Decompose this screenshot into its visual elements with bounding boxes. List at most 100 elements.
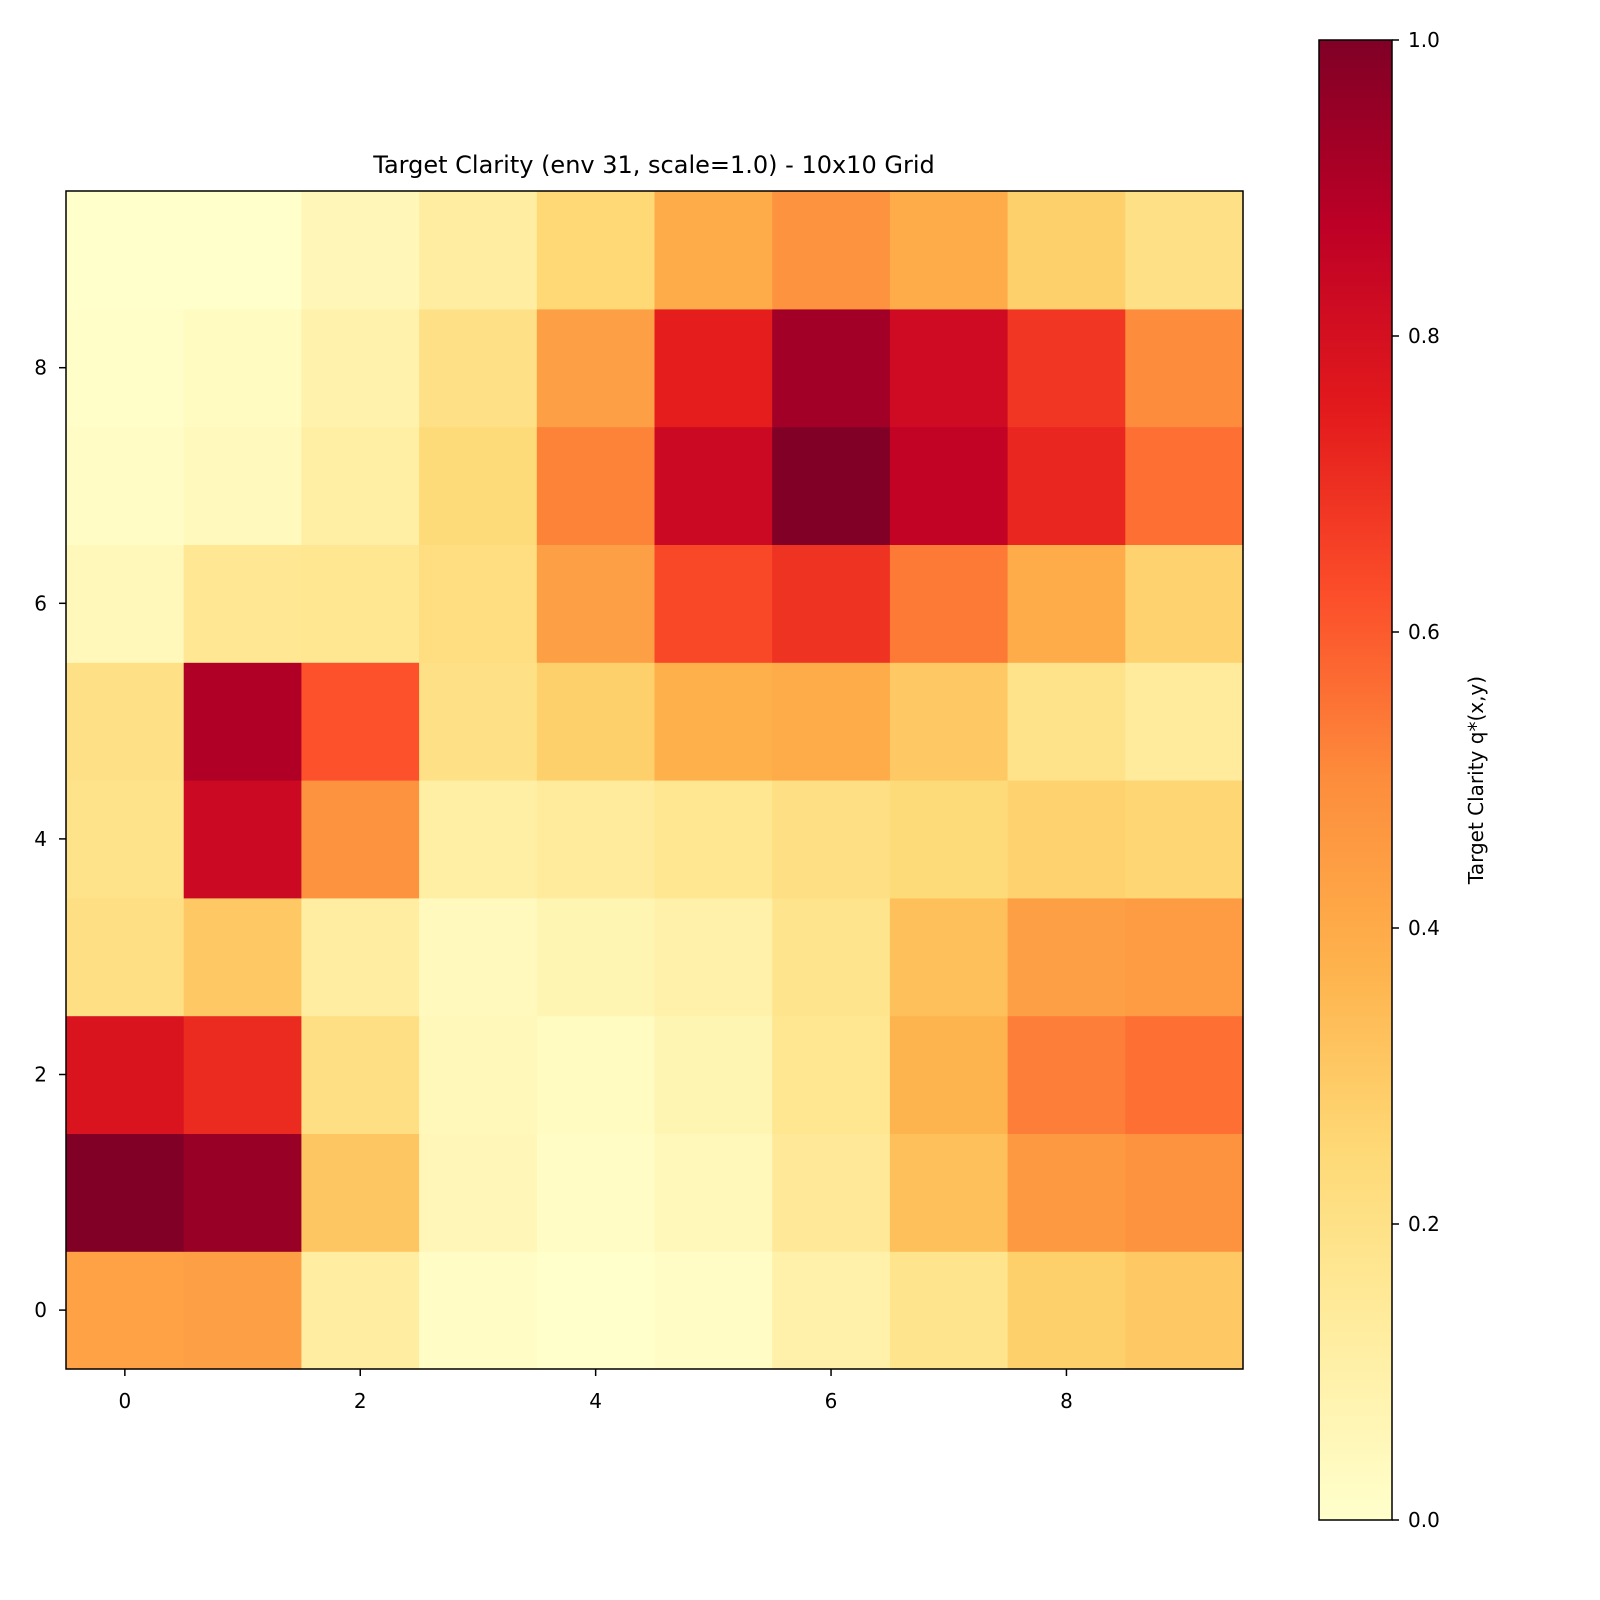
heatmap-cell-x8-y0 xyxy=(1007,1251,1126,1370)
x-tick-label: 8 xyxy=(1060,1389,1073,1413)
heatmap-cell-x9-y6 xyxy=(1125,544,1244,663)
heatmap-cell-x6-y5 xyxy=(772,662,891,781)
x-tick-label: 2 xyxy=(354,1389,367,1413)
heatmap-cell-x3-y3 xyxy=(419,897,538,1017)
heatmap-cell-x3-y7 xyxy=(419,426,538,545)
x-axis: 0 2 4 6 8 xyxy=(118,1369,1073,1413)
heatmap-cell-x5-y6 xyxy=(654,544,773,663)
heatmap-cell-x5-y7 xyxy=(654,426,773,545)
heatmap-cell-x9-y9 xyxy=(1125,191,1244,310)
heatmap-cell-x6-y6 xyxy=(772,544,891,663)
x-tick-label: 0 xyxy=(118,1389,131,1413)
heatmap-cell-x2-y1 xyxy=(301,1133,420,1252)
colorbar-label: Target Clarity q*(x,y) xyxy=(1464,676,1488,885)
heatmap-cell-x6-y7 xyxy=(772,426,891,545)
heatmap-cell-x4-y2 xyxy=(536,1015,656,1134)
heatmap-cell-x7-y7 xyxy=(889,426,1009,545)
heatmap-cell-x3-y6 xyxy=(419,544,538,663)
colorbar xyxy=(1318,39,1393,1521)
heatmap-cell-x4-y6 xyxy=(536,544,656,663)
heatmap-cell-x9-y8 xyxy=(1125,308,1244,428)
heatmap-cell-x3-y4 xyxy=(419,780,538,899)
heatmap-cell-x0-y8 xyxy=(66,308,185,428)
heatmap-cell-x1-y9 xyxy=(183,191,302,310)
heatmap-cell-x8-y4 xyxy=(1007,780,1126,899)
heatmap-cell-x1-y1 xyxy=(183,1133,302,1252)
heatmap-cell-x5-y3 xyxy=(654,897,773,1017)
chart-title: Target Clarity (env 31, scale=1.0) - 10x… xyxy=(372,151,934,179)
heatmap-cell-x4-y1 xyxy=(536,1133,656,1252)
heatmap-cell-x6-y0 xyxy=(772,1251,891,1370)
heatmap-cell-x0-y5 xyxy=(66,662,185,781)
heatmap-cell-x8-y8 xyxy=(1007,308,1126,428)
heatmap-cell-x9-y5 xyxy=(1125,662,1244,781)
heatmap-cell-x9-y0 xyxy=(1125,1251,1244,1370)
heatmap-cell-x6-y8 xyxy=(772,308,891,428)
heatmap-cell-x5-y8 xyxy=(654,308,773,428)
heatmap-cell-x3-y8 xyxy=(419,308,538,428)
plot-frame xyxy=(65,190,1244,1370)
heatmap-cell-x7-y1 xyxy=(889,1133,1009,1252)
heatmap-cell-x5-y0 xyxy=(654,1251,773,1370)
heatmap-cell-x7-y3 xyxy=(889,897,1009,1017)
heatmap-cell-x1-y5 xyxy=(183,662,302,781)
heatmap-cell-x0-y6 xyxy=(66,544,185,663)
heatmap-cell-x8-y9 xyxy=(1007,191,1126,310)
heatmap-cell-x1-y2 xyxy=(183,1015,302,1134)
heatmap-cell-x1-y8 xyxy=(183,308,302,428)
heatmap-cell-x0-y4 xyxy=(66,780,185,899)
colorbar-tick-label: 0.2 xyxy=(1408,1212,1440,1236)
heatmap-cell-x5-y4 xyxy=(654,780,773,899)
heatmap-cell-x3-y1 xyxy=(419,1133,538,1252)
heatmap-cell-x2-y6 xyxy=(301,544,420,663)
heatmap-cell-x7-y6 xyxy=(889,544,1009,663)
heatmap-cell-x2-y8 xyxy=(301,308,420,428)
heatmap-cell-x6-y1 xyxy=(772,1133,891,1252)
heatmap-cell-x0-y1 xyxy=(66,1133,185,1252)
heatmap-cell-x5-y1 xyxy=(654,1133,773,1252)
heatmap-cell-x1-y0 xyxy=(183,1251,302,1370)
y-tick-label: 6 xyxy=(34,591,47,615)
y-tick-label: 4 xyxy=(34,827,47,851)
heatmap-cell-x8-y3 xyxy=(1007,897,1126,1017)
heatmap-cell-x3-y2 xyxy=(419,1015,538,1134)
heatmap-cell-x0-y0 xyxy=(66,1251,185,1370)
colorbar-tick-label: 1.0 xyxy=(1408,28,1440,52)
heatmap-cell-x1-y7 xyxy=(183,426,302,545)
heatmap-cell-x6-y9 xyxy=(772,191,891,310)
heatmap-cell-x9-y2 xyxy=(1125,1015,1244,1134)
heatmap-cell-x7-y2 xyxy=(889,1015,1009,1134)
heatmap-cell-x7-y5 xyxy=(889,662,1009,781)
heatmap-cell-x1-y4 xyxy=(183,780,302,899)
heatmap-cell-x8-y7 xyxy=(1007,426,1126,545)
heatmap-cell-x4-y8 xyxy=(536,308,656,428)
heatmap-cell-x1-y3 xyxy=(183,897,302,1017)
heatmap-cell-x2-y4 xyxy=(301,780,420,899)
heatmap-cell-x8-y1 xyxy=(1007,1133,1126,1252)
heatmap-cell-x6-y4 xyxy=(772,780,891,899)
heatmap-cell-x4-y3 xyxy=(536,897,656,1017)
heatmap-cell-x5-y2 xyxy=(654,1015,773,1134)
heatmap-cell-x9-y3 xyxy=(1125,897,1244,1017)
heatmap-cell-x9-y4 xyxy=(1125,780,1244,899)
heatmap-cell-x4-y5 xyxy=(536,662,656,781)
heatmap-cell-x0-y7 xyxy=(66,426,185,545)
heatmap-cell-x0-y2 xyxy=(66,1015,185,1134)
heatmap-cell-x8-y2 xyxy=(1007,1015,1126,1134)
heatmap-cell-x5-y5 xyxy=(654,662,773,781)
heatmap-cell-x2-y0 xyxy=(301,1251,420,1370)
heatmap-cell-x3-y9 xyxy=(419,191,538,310)
heatmap-cell-x9-y7 xyxy=(1125,426,1244,545)
heatmap-cell-x4-y4 xyxy=(536,780,656,899)
colorbar-axis: 0.0 0.2 0.4 0.6 0.8 1.0 xyxy=(1392,28,1440,1532)
heatmap-cells xyxy=(66,191,1244,1370)
heatmap-cell-x3-y5 xyxy=(419,662,538,781)
heatmap-cell-x2-y5 xyxy=(301,662,420,781)
colorbar-tick-label: 0.6 xyxy=(1408,620,1440,644)
colorbar-tick-label: 0.0 xyxy=(1408,1508,1440,1532)
heatmap-cell-x7-y4 xyxy=(889,780,1009,899)
heatmap-cell-x0-y3 xyxy=(66,897,185,1017)
heatmap-cell-x0-y9 xyxy=(66,191,185,310)
heatmap-cell-x8-y6 xyxy=(1007,544,1126,663)
